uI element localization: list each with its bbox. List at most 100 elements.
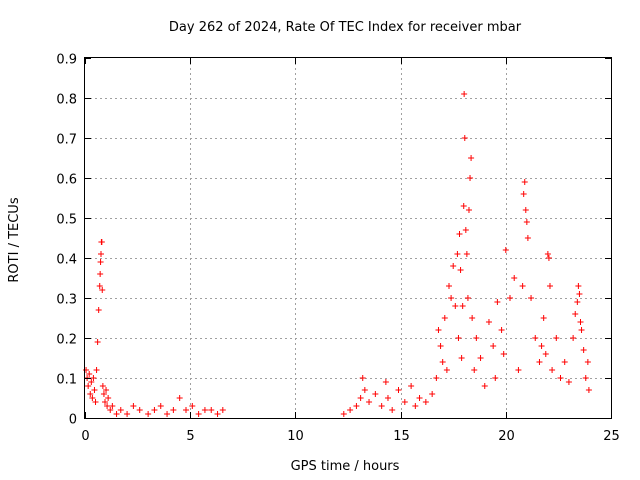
data-point bbox=[92, 399, 99, 405]
y-tick-label: 0.9 bbox=[56, 53, 77, 68]
data-point bbox=[359, 375, 366, 381]
data-point bbox=[528, 295, 535, 301]
data-point bbox=[574, 299, 581, 305]
data-point bbox=[105, 395, 112, 401]
data-point bbox=[524, 235, 531, 241]
y-tick-label: 0.3 bbox=[56, 293, 77, 308]
data-point bbox=[85, 383, 92, 389]
data-point bbox=[584, 359, 591, 365]
data-point bbox=[538, 343, 545, 349]
data-point bbox=[201, 407, 208, 413]
data-point bbox=[378, 403, 385, 409]
data-point bbox=[208, 407, 215, 413]
y-tick-label: 0.6 bbox=[56, 173, 77, 188]
data-point bbox=[456, 231, 463, 237]
data-point bbox=[542, 351, 549, 357]
data-point bbox=[389, 407, 396, 413]
data-point bbox=[502, 247, 509, 253]
data-point bbox=[93, 367, 100, 373]
data-point bbox=[164, 411, 171, 417]
data-point bbox=[546, 283, 553, 289]
data-point bbox=[511, 275, 518, 281]
data-point bbox=[557, 375, 564, 381]
data-point bbox=[97, 271, 104, 277]
data-point bbox=[549, 367, 556, 373]
data-point bbox=[459, 303, 466, 309]
data-point bbox=[465, 207, 472, 213]
data-point bbox=[89, 395, 96, 401]
data-point bbox=[136, 407, 143, 413]
data-point bbox=[357, 395, 364, 401]
data-point bbox=[464, 295, 471, 301]
data-point bbox=[96, 283, 103, 289]
data-point bbox=[577, 319, 584, 325]
data-point bbox=[561, 359, 568, 365]
y-tick-label: 0 bbox=[69, 413, 77, 428]
x-axis-label: GPS time / hours bbox=[291, 459, 400, 474]
data-point bbox=[572, 311, 579, 317]
data-point bbox=[578, 327, 585, 333]
y-tick-label: 0.4 bbox=[56, 253, 77, 268]
data-point bbox=[570, 335, 577, 341]
data-point bbox=[86, 371, 93, 377]
data-point bbox=[477, 355, 484, 361]
data-point bbox=[117, 407, 124, 413]
data-point bbox=[145, 411, 152, 417]
data-point bbox=[544, 251, 551, 257]
x-tick-label: 15 bbox=[393, 429, 410, 444]
data-point bbox=[401, 399, 408, 405]
data-point bbox=[437, 343, 444, 349]
data-point bbox=[412, 403, 419, 409]
data-point bbox=[157, 403, 164, 409]
data-point bbox=[100, 391, 107, 397]
data-point bbox=[445, 283, 452, 289]
data-point bbox=[443, 367, 450, 373]
data-point bbox=[416, 395, 423, 401]
data-point bbox=[519, 283, 526, 289]
data-point bbox=[461, 91, 468, 97]
data-point bbox=[109, 403, 116, 409]
data-point bbox=[439, 359, 446, 365]
y-tick-label: 0.7 bbox=[56, 133, 77, 148]
data-point bbox=[441, 315, 448, 321]
data-point bbox=[435, 327, 442, 333]
data-point bbox=[575, 283, 582, 289]
data-point bbox=[97, 259, 104, 265]
data-point bbox=[384, 395, 391, 401]
data-point bbox=[124, 411, 131, 417]
data-point bbox=[87, 391, 94, 397]
data-point bbox=[99, 287, 106, 293]
data-point bbox=[101, 399, 108, 405]
data-point bbox=[580, 347, 587, 353]
data-point bbox=[585, 387, 592, 393]
data-point bbox=[498, 327, 505, 333]
data-point bbox=[395, 387, 402, 393]
data-point bbox=[481, 383, 488, 389]
data-point bbox=[523, 219, 530, 225]
data-point bbox=[468, 155, 475, 161]
y-tick-label: 0.5 bbox=[56, 213, 77, 228]
data-point bbox=[576, 291, 583, 297]
data-points bbox=[83, 91, 592, 417]
data-point bbox=[214, 411, 221, 417]
data-point bbox=[195, 411, 202, 417]
data-point bbox=[521, 179, 528, 185]
data-point bbox=[485, 319, 492, 325]
data-point bbox=[176, 395, 183, 401]
plot-frame bbox=[84, 57, 612, 419]
data-point bbox=[454, 251, 461, 257]
data-point bbox=[500, 351, 507, 357]
data-point bbox=[353, 403, 360, 409]
data-point bbox=[103, 387, 110, 393]
data-point bbox=[469, 315, 476, 321]
data-point bbox=[366, 399, 373, 405]
data-point bbox=[104, 403, 111, 409]
data-point bbox=[461, 135, 468, 141]
data-point bbox=[94, 339, 101, 345]
data-point bbox=[98, 239, 105, 245]
data-point bbox=[130, 403, 137, 409]
data-point bbox=[455, 335, 462, 341]
data-point bbox=[97, 251, 104, 257]
x-tick-label: 0 bbox=[81, 429, 89, 444]
data-point bbox=[492, 375, 499, 381]
